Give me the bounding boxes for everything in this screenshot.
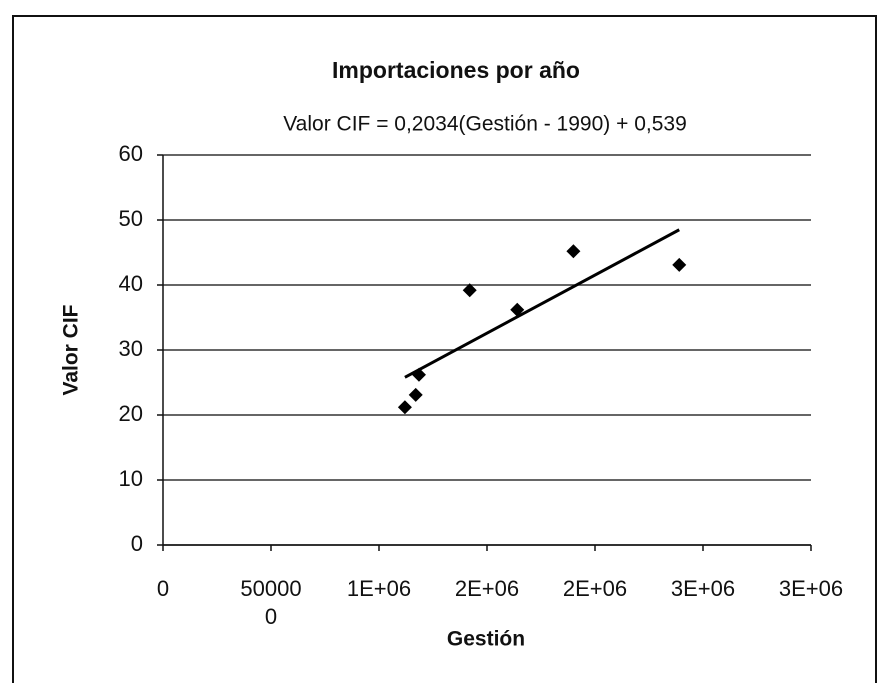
x-tick-label: 2E+06: [562, 576, 628, 601]
y-tick-label: 50: [119, 206, 143, 231]
y-tick-label: 60: [119, 141, 143, 166]
y-tick-label: 30: [119, 336, 143, 361]
x-axis-label: Gestión: [447, 628, 525, 651]
y-tick-label: 40: [119, 271, 143, 296]
x-tick-label: 1E+06: [346, 576, 412, 601]
point: [510, 302, 525, 317]
point: [397, 400, 412, 415]
x-tick-label: 500000: [240, 576, 302, 629]
point: [408, 387, 423, 402]
trendline: [404, 228, 680, 379]
point: [672, 257, 687, 272]
chart-title: Importaciones por año: [332, 57, 580, 83]
x-tick-label: 3E+06: [778, 576, 844, 601]
y-tick-label: 10: [119, 466, 143, 491]
x-tick-label: 2E+06: [454, 576, 520, 601]
x-tick-label: 3E+06: [670, 576, 736, 601]
chart-frame: [12, 15, 877, 683]
x-tick-label: 0: [156, 576, 170, 601]
y-tick-label: 20: [119, 401, 143, 426]
equation: Valor CIF = 0,2034(Gestión - 1990) + 0,5…: [283, 113, 687, 136]
y-axis-label: Valor CIF: [60, 304, 83, 395]
y-tick-label: 0: [131, 531, 143, 556]
point: [411, 367, 426, 382]
point: [566, 244, 581, 259]
point: [462, 283, 477, 298]
